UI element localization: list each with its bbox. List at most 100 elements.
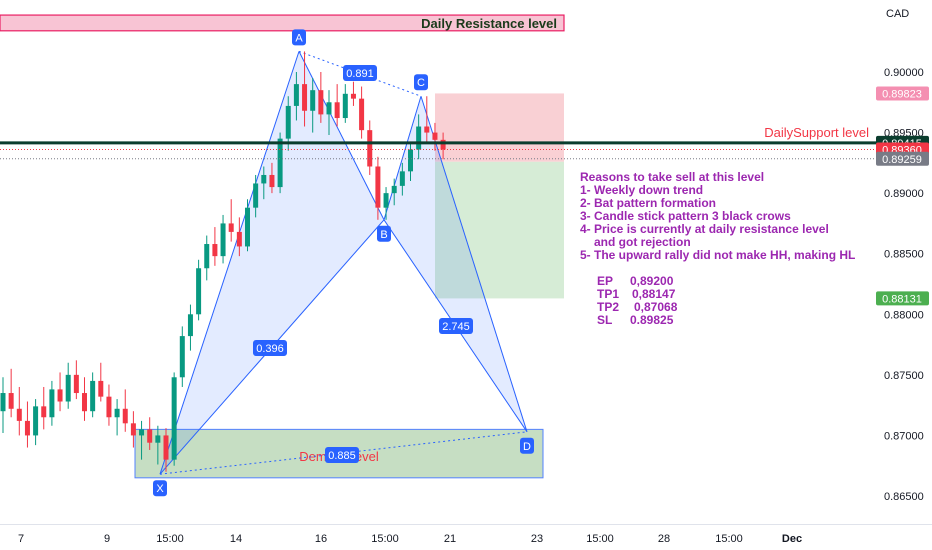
- y-tick-label: 0.88500: [884, 249, 924, 261]
- reason-4-continued: and got rejection: [594, 235, 691, 249]
- x-tick-label: 15:00: [715, 533, 743, 545]
- candle: [212, 227, 218, 266]
- candle: [302, 51, 308, 127]
- pattern-dotted-leg: [298, 50, 422, 97]
- candle: [73, 360, 79, 400]
- currency-label: CAD: [886, 8, 909, 20]
- candle-body: [424, 126, 430, 133]
- ratio-badge-box: [253, 340, 287, 356]
- level-ep-name: EP: [597, 274, 613, 288]
- candle: [220, 214, 226, 264]
- price-badge: 0.88131: [876, 291, 929, 306]
- candle-body: [41, 406, 47, 418]
- ratio-badge-label: 0.885: [328, 450, 356, 462]
- candle-body: [139, 429, 145, 436]
- candle-body: [204, 244, 210, 269]
- pattern-triangle-xab: [160, 51, 384, 475]
- price-badge-label: 0.89259: [882, 154, 922, 166]
- candle: [350, 81, 356, 106]
- candle-body: [399, 171, 405, 186]
- x-tick-label: 9: [104, 533, 110, 545]
- candle-body: [147, 429, 153, 443]
- candle: [367, 120, 373, 175]
- candle: [16, 386, 22, 436]
- candle-body: [334, 102, 340, 119]
- pattern-point-b: B: [377, 225, 391, 242]
- y-tick-label: 0.89000: [884, 188, 924, 200]
- trade-position-box[interactable]: [435, 93, 564, 299]
- x-tick-label: 7: [18, 533, 24, 545]
- x-tick-label: 16: [315, 533, 327, 545]
- candle: [318, 72, 324, 123]
- candle-body: [8, 393, 14, 409]
- y-tick-label: 0.87000: [884, 430, 924, 442]
- candle: [383, 187, 389, 220]
- candle: [130, 411, 136, 448]
- x-tick-label: 14: [230, 533, 242, 545]
- candle-body: [310, 90, 316, 111]
- stop-loss-zone: [435, 93, 564, 162]
- candle: [82, 377, 87, 421]
- candle-body: [220, 223, 226, 257]
- pattern-point-badges: X A B C D: [153, 29, 534, 497]
- level-ep-value: 0,89200: [630, 274, 674, 288]
- price-badge-label: 0.89823: [882, 88, 922, 100]
- y-axis[interactable]: 0.900000.895000.890000.885000.880000.875…: [884, 67, 924, 503]
- candle: [65, 362, 71, 409]
- candle: [408, 142, 413, 182]
- x-axis[interactable]: 7 9 15:00 14 16 15:00 21 23 15:00 28 15:00 Dec: [18, 533, 802, 545]
- pattern-point-label: B: [380, 229, 387, 241]
- ratio-badge-label: 0.396: [256, 343, 284, 355]
- candle-body: [179, 336, 185, 378]
- candle-body: [440, 139, 446, 150]
- candle: [416, 114, 422, 160]
- candle: [204, 235, 210, 281]
- pattern-point-x: X: [153, 480, 167, 497]
- candle: [114, 399, 120, 436]
- reason-1: 1- Weekly down trend: [580, 183, 703, 197]
- candle-body: [253, 183, 259, 208]
- pattern-point-label: D: [523, 441, 531, 453]
- level-tp1-value: 0,88147: [632, 287, 676, 301]
- candle: [359, 86, 365, 139]
- reason-5: 5- The upward rally did not make HH, mak…: [580, 248, 855, 262]
- candle-body: [350, 93, 356, 99]
- bat-pattern[interactable]: [159, 50, 528, 475]
- x-tick-label: 28: [658, 533, 670, 545]
- candle-body: [391, 185, 397, 194]
- candle-body: [228, 223, 234, 232]
- candle-body: [408, 149, 413, 172]
- reason-2: 2- Bat pattern formation: [580, 196, 716, 210]
- candle: [196, 259, 202, 321]
- ratio-badge-label: 0.891: [346, 68, 374, 80]
- candle: [163, 428, 169, 472]
- candle: [236, 217, 242, 257]
- candle-body: [163, 435, 169, 460]
- pattern-point-a: A: [292, 29, 306, 46]
- candle: [57, 372, 63, 412]
- resistance-zone-rect: [0, 14, 565, 32]
- x-tick-label: 15:00: [371, 533, 399, 545]
- candle-body: [24, 420, 30, 436]
- candle-body: [33, 406, 39, 436]
- candle: [432, 122, 438, 151]
- pattern-point-badge: [153, 480, 167, 497]
- y-tick-label: 0.90000: [884, 67, 924, 79]
- daily-support-line[interactable]: DailySupport level: [0, 125, 876, 160]
- reason-3: 3- Candle stick pattern 3 black crows: [580, 209, 791, 223]
- candle: [171, 372, 177, 466]
- price-badge-box: [876, 291, 929, 306]
- pattern-ratio-badges: 0.396 0.891 2.745 0.885: [253, 65, 473, 463]
- trade-notes: Reasons to take sell at this level 1- We…: [580, 170, 855, 327]
- candle-body: [65, 374, 71, 402]
- resistance-zone[interactable]: Daily Resistance level: [0, 14, 565, 32]
- candle: [24, 401, 30, 448]
- price-badge-box: [876, 151, 929, 166]
- candle-body: [261, 174, 267, 184]
- candle-body: [416, 126, 422, 150]
- level-tp2-name: TP2: [597, 300, 619, 314]
- candle: [326, 90, 332, 135]
- candle-body: [367, 130, 373, 167]
- candle: [391, 178, 397, 206]
- candle: [375, 156, 381, 220]
